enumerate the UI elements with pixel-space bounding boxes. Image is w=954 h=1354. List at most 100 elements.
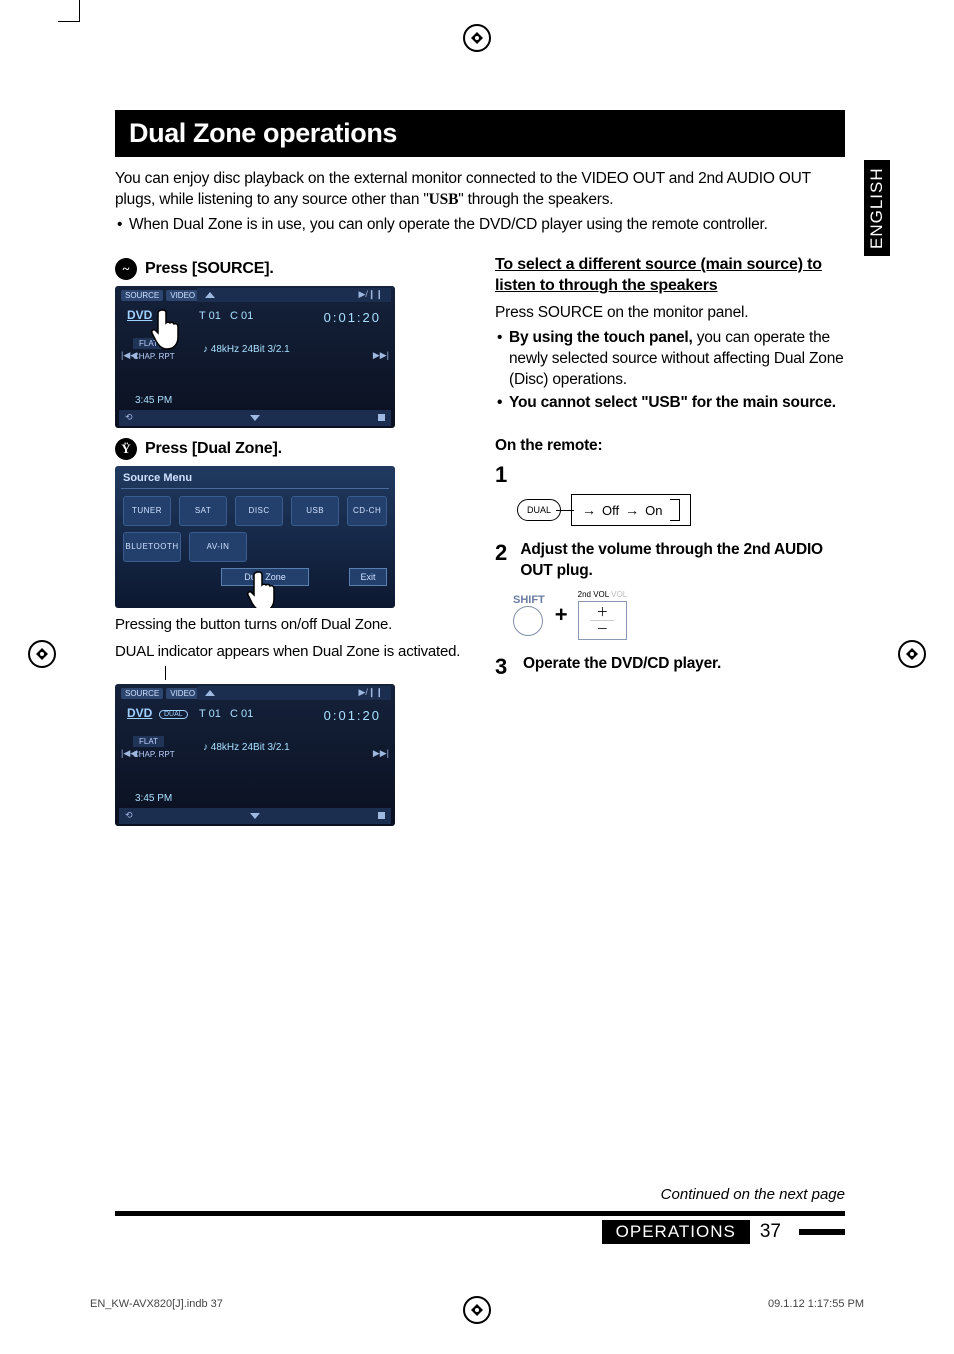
arrow-icon: → [625,502,639,518]
step-1-label: Press [SOURCE]. [145,260,274,278]
remote-num-3: 3 [495,654,513,680]
press-caption: Pressing the button turns on/off Dual Zo… [115,616,465,633]
on-remote-label: On the remote: [495,436,845,457]
screen-t: T 01 [199,708,221,720]
off-on-box: → Off → On [571,494,691,526]
section-label: OPERATIONS [602,1220,750,1244]
vol-down-icon: － [590,621,614,637]
page-title: Dual Zone operations [115,110,845,157]
stop-icon [378,414,385,421]
footer-rule [115,1211,845,1216]
page-number: 37 [760,1221,781,1243]
right-column: To select a different source (main sourc… [495,254,845,836]
arrow-icon: → [582,502,596,518]
remote-step-1: 1 [495,462,845,488]
intro-bullets: When Dual Zone is in use, you can only o… [115,215,845,236]
screen-spec: ♪ 48kHz 24Bit 3/2.1 [203,742,290,753]
crop-mark [58,0,80,22]
stop-icon [378,812,385,819]
dual-remote-button: DUAL [517,499,561,521]
screen-clock: 3:45 PM [135,793,172,804]
registration-mark-icon [28,640,56,668]
screen-clock: 3:45 PM [135,395,172,406]
device-screen-1: SOURCE VIDEO ▶/❙❙ DVD T 01 C 01 0:01:20 … [115,286,395,428]
page-footer: Continued on the next page OPERATIONS 37 [115,1186,845,1244]
right-heading: To select a different source (main sourc… [495,254,845,297]
hand-pointer-icon [149,306,189,352]
shift-label: SHIFT [513,594,545,606]
device-screen-2: SOURCE VIDEO ▶/❙❙ DVD DUAL T 01 C 01 0:0… [115,684,395,826]
intro-part2: " through the speakers. [458,191,613,208]
exit-button: Exit [349,568,387,586]
src-avin: AV-IN [189,532,247,562]
menu-title: Source Menu [123,472,192,484]
screen-t: T 01 [199,310,221,322]
rb1-bold: By using the touch panel, [509,329,693,346]
prev-icon: |◀◀ [121,350,137,361]
src-usb: USB [291,496,339,526]
vol-label: 2nd VOL [578,590,609,599]
screen-chap: CHAP. RPT [133,352,175,361]
file-name: EN_KW-AVX820[J].indb 37 [90,1298,223,1310]
screen-spec: ♪ 48kHz 24Bit 3/2.1 [203,344,290,355]
dual-caption: DUAL indicator appears when Dual Zone is… [115,643,465,660]
shift-diagram: SHIFT + 2nd VOL VOL ＋ － [513,590,845,640]
screen-source-btn: SOURCE [121,290,163,301]
plus-icon: + [555,602,568,628]
two-column-layout: ~ Press [SOURCE]. SOURCE VIDEO ▶/❙❙ DVD … [115,254,845,836]
right-bullets: By using the touch panel, you can operat… [495,328,845,414]
play-pause-icon: ▶/❙❙ [358,289,383,300]
remote-step-3-text: Operate the DVD/CD player. [523,654,721,675]
intro-text: You can enjoy disc playback on the exter… [115,169,845,211]
home-icon: ⟲ [125,810,133,821]
continued-text: Continued on the next page [115,1186,845,1203]
up-icon [205,292,215,298]
right-bullet-1: By using the touch panel, you can operat… [495,328,845,391]
off-label: Off [602,503,619,518]
callout-line [165,666,166,680]
src-cdch: CD-CH [347,496,387,526]
timestamp: 09.1.12 1:17:55 PM [768,1298,864,1310]
step-number-2: Ÿ [115,438,137,460]
vol-up-icon: ＋ [590,604,614,621]
screen-c: C 01 [230,708,253,720]
registration-mark-icon [898,640,926,668]
dual-badge: DUAL [159,710,188,719]
src-sat: SAT [179,496,227,526]
print-footer: EN_KW-AVX820[J].indb 37 09.1.12 1:17:55 … [90,1298,864,1310]
screen-flat: FLAT [133,736,164,747]
remote-step-3: 3 Operate the DVD/CD player. [495,654,845,680]
footer-bar-icon [799,1229,845,1235]
source-menu-screen: Source Menu TUNER SAT DISC USB CD-CH BLU… [115,466,395,608]
shift-button-icon [513,606,543,636]
screen-time: 0:01:20 [324,708,381,723]
next-icon: ▶▶| [373,350,389,361]
step-2-head: Ÿ Press [Dual Zone]. [115,438,465,460]
on-label: On [645,503,662,518]
src-bt: BLUETOOTH [123,532,181,562]
intro-bullet: When Dual Zone is in use, you can only o… [115,215,845,236]
screen-time: 0:01:20 [324,310,381,325]
remote-num-1: 1 [495,462,513,488]
left-column: ~ Press [SOURCE]. SOURCE VIDEO ▶/❙❙ DVD … [115,254,465,836]
hand-pointer-icon [245,568,285,608]
remote-num-2: 2 [495,540,510,566]
screen-chap: CHAP. RPT [133,750,175,759]
up-icon [205,690,215,696]
screen-c: C 01 [230,310,253,322]
intro-usb: USB [429,191,459,208]
loop-line [670,499,680,521]
language-tab: ENGLISH [864,160,890,256]
src-disc: DISC [235,496,283,526]
prev-icon: |◀◀ [121,748,137,759]
screen-dvd-label: DVD [127,706,152,720]
vol-buttons: ＋ － [578,601,628,640]
dual-toggle-diagram: DUAL → Off → On [517,494,845,526]
screen-video-btn: VIDEO [166,688,199,699]
step-number-1: ~ [115,258,137,280]
remote-step-2-text: Adjust the volume through the 2nd AUDIO … [520,540,845,582]
screen-video-btn: VIDEO [166,290,199,301]
down-icon [250,813,260,819]
press-source-text: Press SOURCE on the monitor panel. [495,303,845,324]
step-1-head: ~ Press [SOURCE]. [115,258,465,280]
